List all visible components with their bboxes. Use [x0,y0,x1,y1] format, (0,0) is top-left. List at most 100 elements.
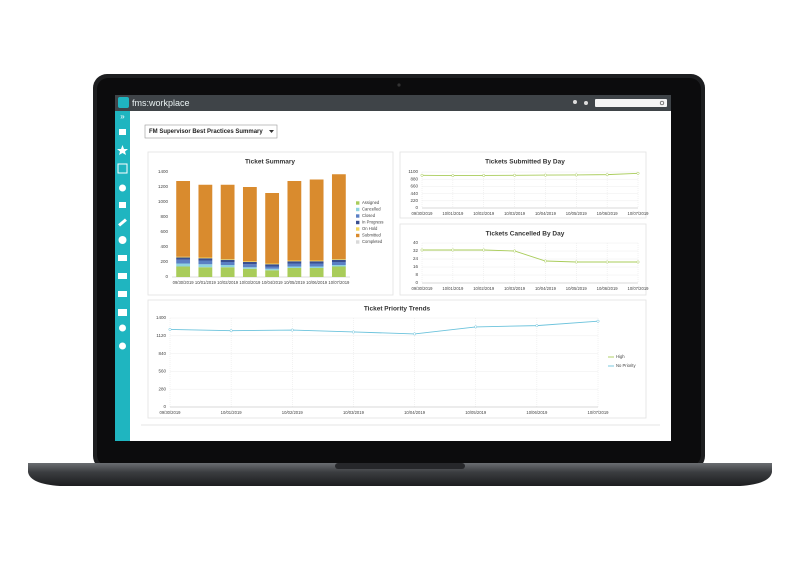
data-point [420,248,424,252]
data-point [513,173,517,177]
settings-icon[interactable] [584,101,588,105]
y-tick-label: 1200 [158,184,169,189]
nav-icon[interactable] [119,129,126,135]
data-point [482,248,486,252]
legend-label: Cancelled [362,207,381,212]
series-line [421,172,639,177]
nav-icon[interactable] [118,309,127,316]
x-tick-label: 10/04/2019 [404,410,426,415]
nav-icon[interactable] [119,202,126,208]
data-point [605,173,609,177]
x-tick-label: 10/05/2019 [566,286,588,291]
bar-segment [331,262,346,265]
legend-label: Completed [362,239,383,244]
data-point [535,324,539,328]
x-tick-label: 10/05/2019 [284,280,306,285]
search-box[interactable] [595,99,667,107]
expand-icon[interactable]: » [120,112,125,121]
report-select[interactable] [144,124,278,139]
legend-label: No Priority [616,363,636,368]
bar-segment [331,259,346,262]
dropdown-arrow [269,130,274,133]
bar-segment [220,259,235,262]
bar-segment [287,268,302,277]
y-tick-label: 880 [410,176,418,181]
bar-segment [331,265,346,267]
y-tick-label: 440 [410,191,418,196]
y-tick-label: 280 [158,386,166,391]
y-tick-label: 1000 [158,199,169,204]
nav-icon[interactable] [119,342,126,350]
x-tick-label: 10/05/2019 [465,410,487,415]
legend-swatch [356,207,360,212]
y-tick-label: 600 [160,229,168,234]
x-tick-label: 10/06/2019 [306,280,328,285]
nav-icon[interactable] [118,273,127,279]
bar-segment [287,263,302,267]
y-tick-label: 40 [413,240,419,245]
bar-segment [220,262,235,265]
bar-segment [198,258,213,261]
data-point [451,248,455,252]
data-point [543,173,547,177]
bar-segment [242,262,257,265]
nav-icon[interactable] [118,291,127,297]
y-tick-label: 400 [160,244,168,249]
bar-segment [287,261,302,264]
bar-segment [242,268,257,277]
data-point [413,332,417,336]
chart-title: Tickets Cancelled By Day [486,231,565,238]
legend-swatch [356,227,360,231]
y-tick-label: 0 [415,280,418,285]
bar-segment [242,261,257,262]
legend-swatch [356,220,360,225]
bar-segment [265,264,280,267]
chart-panel [147,299,647,419]
nav-icon[interactable] [117,163,128,174]
y-tick-label: 200 [160,259,168,264]
bar-segment [242,187,257,262]
bar-segment [220,267,235,277]
hinge-notch [335,463,465,469]
x-tick-label: 10/02/2019 [473,211,495,216]
bar-segment [265,270,280,277]
bar-segment [265,193,280,264]
nav-icon[interactable] [119,184,126,192]
nav-icon[interactable] [118,218,127,227]
data-point [596,319,600,323]
y-tick-label: 560 [158,369,166,374]
data-point [482,173,486,177]
data-point [420,173,424,177]
legend-swatch [356,233,360,238]
bar-segment [198,260,213,265]
chart-title: Tickets Submitted By Day [485,159,565,166]
nav-icon[interactable] [118,236,127,244]
legend-swatch [356,201,360,205]
series-line [422,249,638,263]
x-tick-label: 10/04/2019 [535,211,557,216]
logo: fms:workplace [132,98,190,108]
bar-segment [176,181,191,257]
x-tick-label: 10/04/2019 [535,286,557,291]
bar-segment [265,266,280,269]
legend-label: Assigned [362,200,380,205]
nav-icon[interactable] [119,324,126,332]
y-tick-label: 1100 [408,169,418,174]
report-select-label: FM Supervisor Best Practices Summary [149,129,263,135]
sidebar-icons: » [117,112,128,350]
bar-segment [265,268,280,271]
chart-title: Ticket Priority Trends [364,306,431,313]
legend-swatch [356,214,360,218]
bar-segment [220,184,235,259]
user-icon[interactable] [573,100,577,104]
bar-segment [176,266,191,277]
nav-icon[interactable] [117,145,128,155]
bar-segment [309,268,324,277]
x-tick-label: 10/03/2019 [343,410,365,415]
y-tick-label: 0 [163,404,166,409]
data-point [574,173,578,177]
x-tick-label: 10/03/2019 [239,280,261,285]
nav-icon[interactable] [118,255,127,261]
y-tick-label: 0 [415,205,418,210]
bar-segment [198,184,213,258]
